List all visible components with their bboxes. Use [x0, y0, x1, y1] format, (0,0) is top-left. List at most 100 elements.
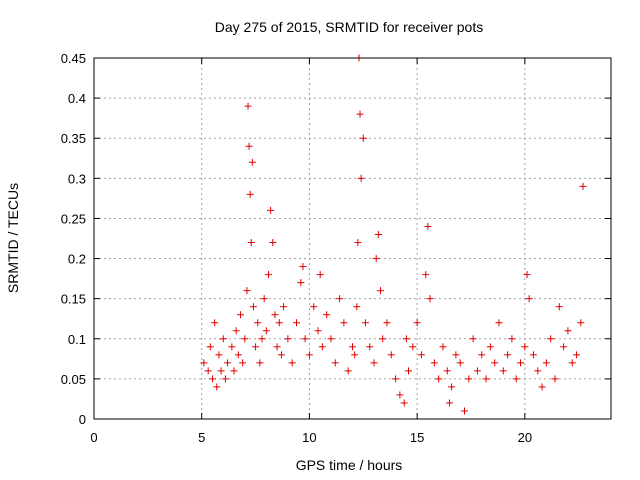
x-axis-label: GPS time / hours: [296, 457, 403, 473]
x-tick-label: 5: [198, 430, 205, 445]
data-point: [529, 351, 537, 359]
chart-title: Day 275 of 2015, SRMTID for receiver pot…: [215, 19, 483, 35]
data-point: [305, 351, 313, 359]
data-point: [258, 335, 266, 343]
data-point: [383, 319, 391, 327]
data-point: [234, 351, 242, 359]
x-tick-label: 15: [410, 430, 424, 445]
data-point: [228, 343, 236, 351]
data-point: [478, 351, 486, 359]
data-point: [260, 295, 268, 303]
data-point: [499, 367, 507, 375]
data-point: [426, 295, 434, 303]
data-point: [517, 359, 525, 367]
data-point: [372, 255, 380, 263]
data-point: [356, 110, 364, 118]
data-point: [219, 335, 227, 343]
data-point: [551, 375, 559, 383]
data-point: [452, 351, 460, 359]
data-point: [215, 351, 223, 359]
data-point: [292, 319, 300, 327]
data-point: [413, 319, 421, 327]
data-point: [366, 343, 374, 351]
data-point: [269, 239, 277, 247]
data-point: [349, 343, 356, 351]
data-point: [387, 351, 395, 359]
data-point: [204, 367, 212, 375]
data-point: [316, 271, 324, 279]
data-point: [256, 359, 264, 367]
data-point: [267, 206, 275, 214]
data-point: [568, 359, 576, 367]
data-point: [273, 343, 281, 351]
plot-frame: [93, 57, 612, 420]
data-point: [534, 367, 542, 375]
data-point: [448, 383, 456, 391]
data-point: [508, 335, 516, 343]
data-point: [424, 222, 432, 230]
data-point: [232, 327, 240, 335]
data-point: [301, 335, 309, 343]
data-point: [430, 359, 438, 367]
data-point: [465, 375, 473, 383]
data-point: [579, 182, 587, 190]
data-point: [241, 335, 249, 343]
data-point: [354, 239, 362, 247]
data-point: [392, 375, 400, 383]
data-point: [275, 319, 283, 327]
data-point: [491, 359, 499, 367]
data-point: [409, 343, 417, 351]
data-point: [542, 359, 550, 367]
data-point: [252, 343, 260, 351]
data-point: [486, 343, 494, 351]
data-point: [435, 375, 443, 383]
points-layer: [200, 54, 587, 415]
data-point: [277, 351, 285, 359]
data-point: [248, 158, 256, 166]
y-axis-label: SRMTID / TECUs: [5, 183, 21, 293]
data-point: [439, 343, 447, 351]
data-point: [297, 279, 305, 287]
data-point: [577, 319, 585, 327]
grid-layer: [94, 58, 611, 419]
data-point: [547, 335, 555, 343]
y-tick-label: 0.35: [61, 131, 86, 146]
data-point: [374, 230, 382, 238]
data-point: [361, 319, 369, 327]
data-point: [314, 327, 322, 335]
data-point: [357, 174, 365, 182]
data-point: [323, 311, 331, 319]
data-point: [521, 343, 529, 351]
data-point: [243, 287, 251, 295]
data-point: [400, 399, 408, 407]
data-point: [217, 367, 225, 375]
data-point: [359, 134, 367, 142]
data-point: [208, 375, 216, 383]
y-tick-label: 0.45: [61, 51, 86, 66]
y-tick-label: 0.4: [68, 91, 86, 106]
ticks-layer: 0 0.05 0.1 0.15 0.2 0.25 0.3 0.35 0.4 0.45 0 5 10 15 2…: [61, 51, 611, 445]
data-point: [573, 351, 581, 359]
data-point: [246, 190, 254, 198]
data-point: [523, 271, 531, 279]
data-point: [310, 303, 318, 311]
data-point: [249, 303, 257, 311]
data-point: [456, 359, 464, 367]
data-point: [206, 343, 214, 351]
data-point: [299, 263, 307, 271]
data-point: [512, 375, 520, 383]
data-point: [538, 383, 546, 391]
data-point: [211, 319, 219, 327]
data-point: [370, 359, 378, 367]
data-point: [473, 367, 481, 375]
data-point: [560, 343, 568, 351]
data-point: [280, 303, 288, 311]
data-point: [396, 391, 404, 399]
data-point: [482, 375, 490, 383]
x-tick-label: 20: [518, 430, 532, 445]
data-point: [213, 383, 221, 391]
data-point: [230, 367, 238, 375]
data-point: [353, 303, 361, 311]
data-point: [461, 407, 469, 415]
data-point: [284, 335, 292, 343]
